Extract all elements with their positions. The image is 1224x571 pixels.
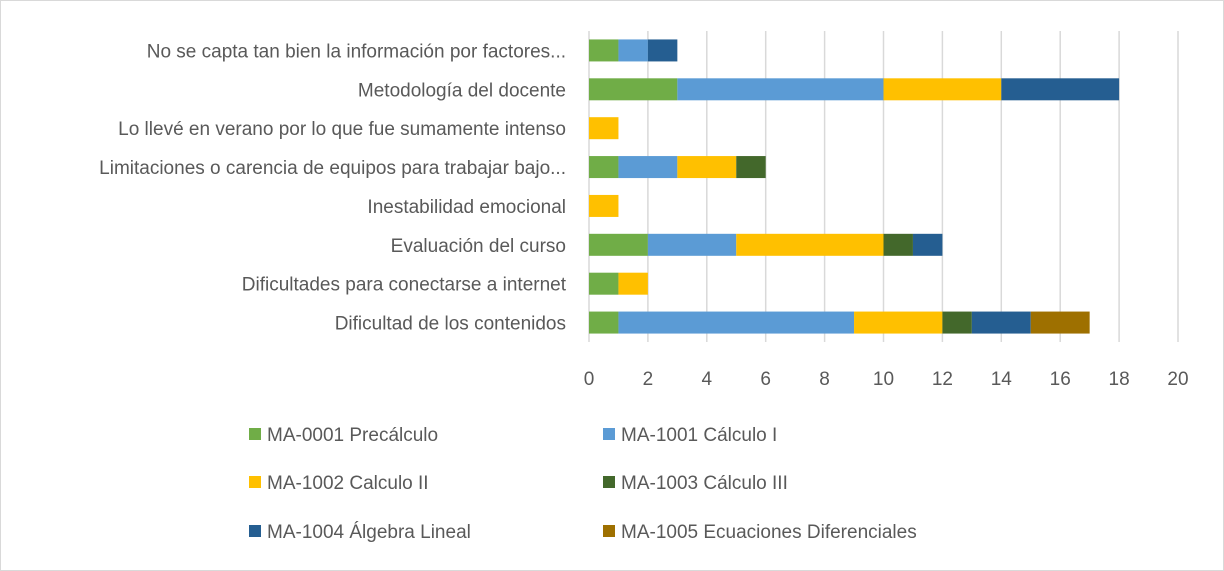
category-label: Inestabilidad emocional [367, 197, 566, 218]
x-tick-label: 16 [1050, 369, 1071, 390]
bar-segment [1030, 311, 1090, 334]
x-tick-label: 0 [584, 369, 595, 390]
legend-label: MA-1005 Ecuaciones Diferenciales [621, 522, 917, 543]
bar-segment [854, 311, 943, 334]
x-tick-label: 12 [932, 369, 953, 390]
x-tick-label: 14 [991, 369, 1013, 390]
x-tick-label: 18 [1109, 369, 1130, 390]
bar-segment [589, 78, 678, 101]
bar-segment [942, 311, 972, 334]
legend-swatch [603, 525, 615, 537]
legend-label: MA-0001 Precálculo [267, 425, 438, 446]
bar-segment [589, 233, 648, 256]
bar-segment [971, 311, 1031, 334]
category-label: No se capta tan bien la información por … [147, 41, 566, 62]
x-tick-label: 8 [819, 369, 830, 390]
bar-segment [677, 156, 737, 179]
category-label: Dificultades para conectarse a internet [242, 275, 567, 296]
bar-segment [589, 311, 619, 334]
x-tick-label: 6 [760, 369, 771, 390]
legend-swatch [249, 525, 261, 537]
bar-segment [618, 311, 855, 334]
legend-swatch [603, 428, 615, 440]
bar-segment [736, 233, 884, 256]
legend-swatch [603, 476, 615, 488]
category-label: Evaluación del curso [391, 236, 566, 257]
x-tick-label: 4 [702, 369, 713, 390]
bar-segment [618, 272, 648, 295]
bar-segment [589, 272, 619, 295]
category-label: Metodología del docente [358, 80, 566, 101]
bar-segment [589, 194, 619, 217]
legend-label: MA-1004 Álgebra Lineal [267, 522, 471, 543]
category-label: Limitaciones o carencia de equipos para … [99, 158, 566, 179]
legend-label: MA-1002 Calculo II [267, 473, 429, 494]
bar-segment [589, 156, 619, 179]
category-label: Dificultad de los contenidos [335, 314, 566, 335]
x-tick-label: 20 [1167, 369, 1188, 390]
legend-label: MA-1003 Cálculo III [621, 473, 788, 494]
category-label: Lo llevé en verano por lo que fue sumame… [118, 119, 566, 140]
bar-segment [677, 78, 884, 101]
bar-segment [883, 233, 913, 256]
bar-segment [589, 39, 619, 62]
bar-segment [589, 117, 619, 140]
x-tick-label: 10 [873, 369, 894, 390]
bar-segment [618, 39, 648, 62]
legend-swatch [249, 476, 261, 488]
legend-label: MA-1001 Cálculo I [621, 425, 777, 446]
bar-segment [647, 39, 678, 62]
bar-segment [912, 233, 943, 256]
bar-segment [618, 156, 678, 179]
bar-segment [1001, 78, 1120, 101]
bar-segment [883, 78, 1002, 101]
bar-segment [736, 156, 766, 179]
legend-swatch [249, 428, 261, 440]
x-tick-label: 2 [643, 369, 654, 390]
bar-segment [647, 233, 737, 256]
